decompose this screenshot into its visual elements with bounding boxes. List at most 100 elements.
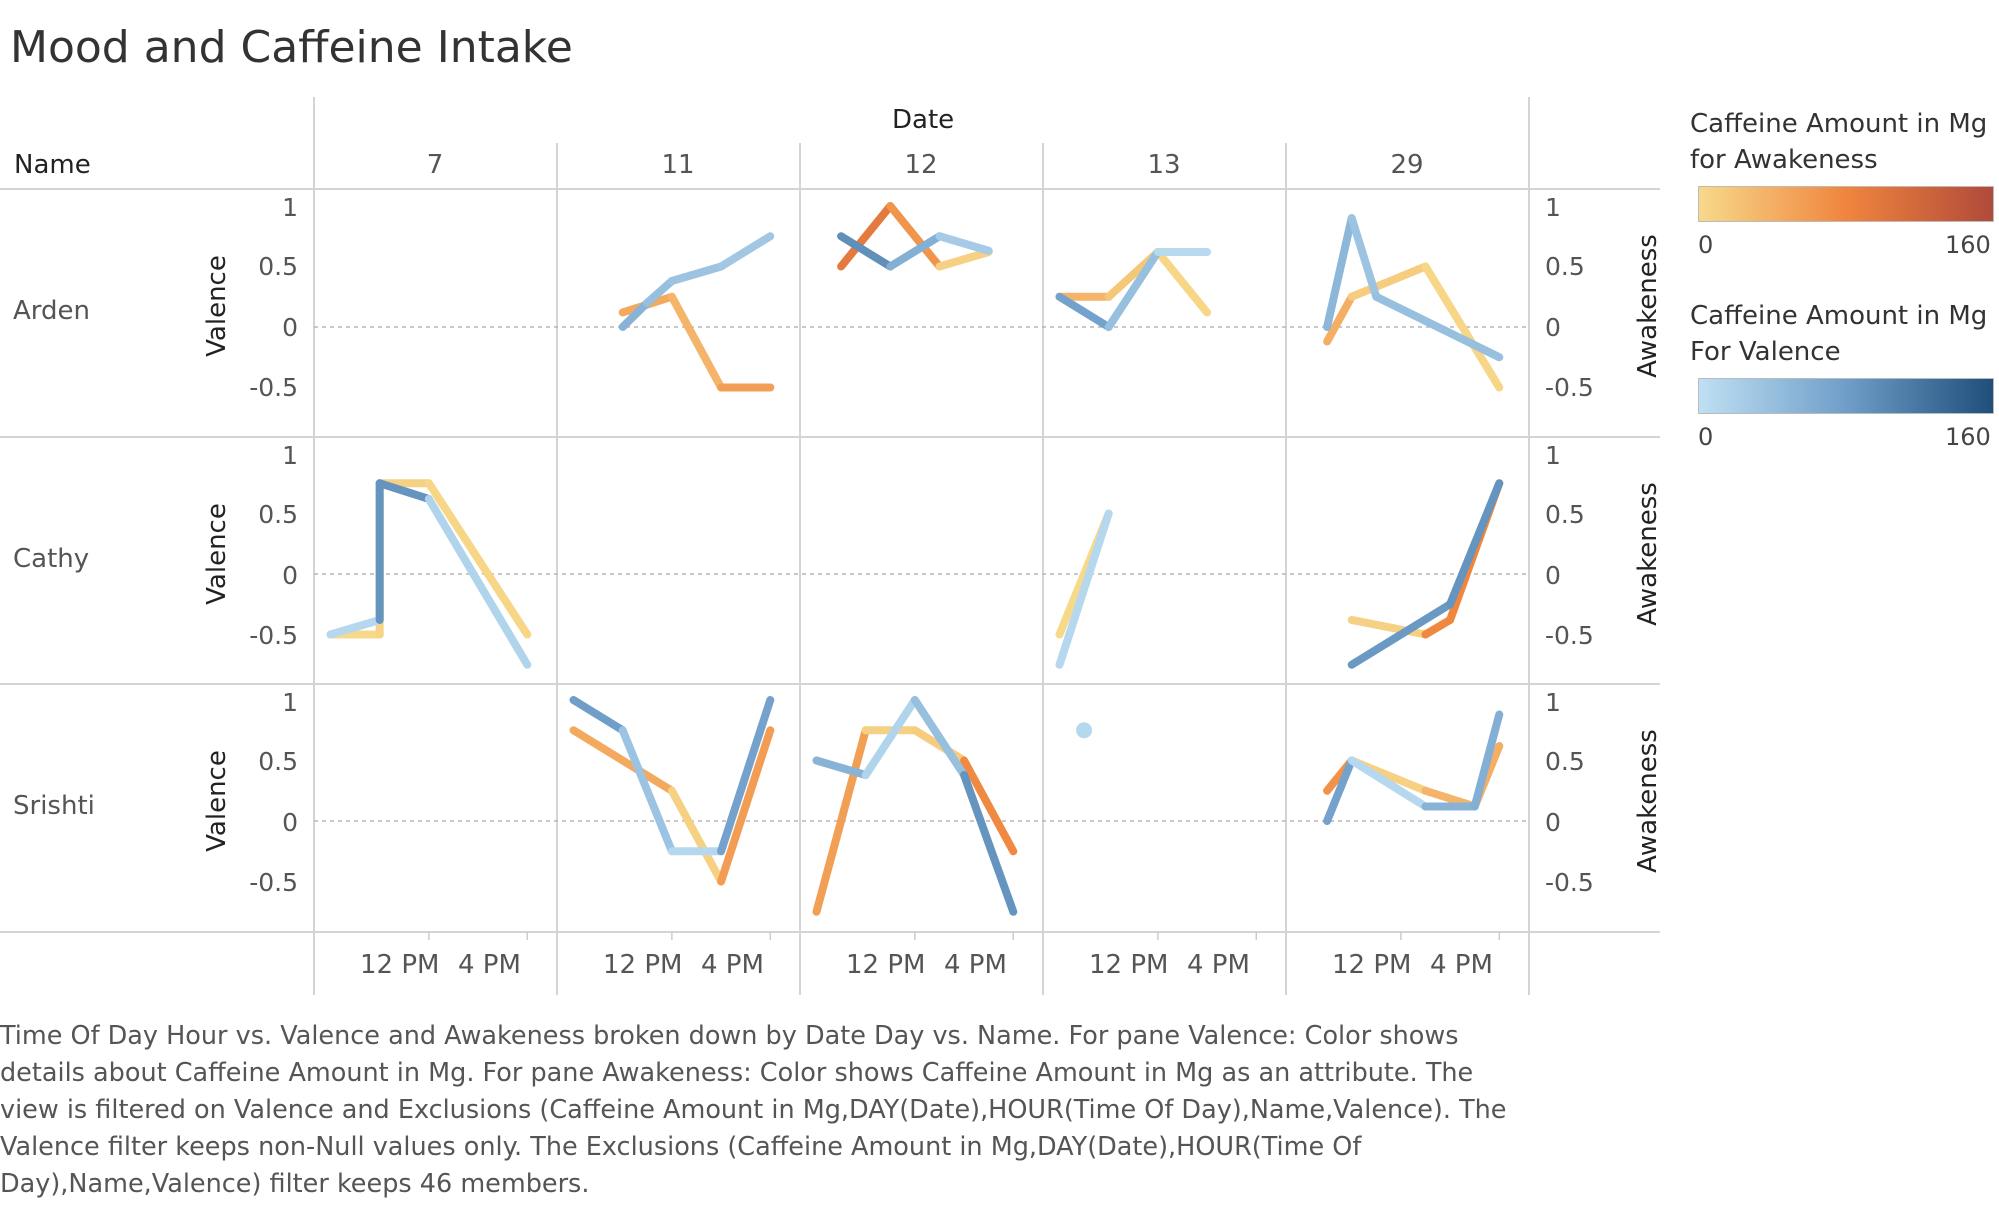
y-right-tick-label: -0.5 <box>1545 373 1594 402</box>
y-tick-label: 0 <box>282 313 298 342</box>
y-tick-label: 1 <box>282 688 298 717</box>
x-tick-label: 4 PM <box>1187 950 1250 980</box>
y-right-tick-label: 1 <box>1545 441 1561 470</box>
valence-line-segment <box>569 696 627 735</box>
y-tick-label: -0.5 <box>249 621 298 650</box>
valence-line-segment <box>812 756 870 780</box>
awakeness-line-segment <box>1347 615 1430 639</box>
rows-header: Name <box>14 150 91 180</box>
y-tick-label: -0.5 <box>249 868 298 897</box>
chart-title: Mood and Caffeine Intake <box>10 22 573 73</box>
y-tick-label: 1 <box>282 441 298 470</box>
awakeness-line-segment <box>935 247 993 271</box>
awakeness-line-segment <box>812 726 870 916</box>
y-right-tick-label: 0.5 <box>1545 500 1585 529</box>
chart-area <box>0 97 1660 995</box>
valence-line-segment <box>643 277 676 307</box>
y-tick-label: 0.5 <box>258 747 298 776</box>
y-tick-label: 0 <box>282 808 298 837</box>
legend-valence-colorbar <box>1698 378 1994 414</box>
x-tick-label: 4 PM <box>1430 950 1493 980</box>
awakeness-line-segment <box>886 202 944 271</box>
valence-line-segment <box>424 494 532 669</box>
valence-line-segment <box>1446 479 1504 609</box>
column-label-29: 29 <box>1390 150 1424 180</box>
legend-awakeness-title: Caffeine Amount in Mg for Awakeness <box>1690 109 1988 175</box>
y-right-tick-label: -0.5 <box>1545 868 1594 897</box>
x-tick-label: 4 PM <box>944 950 1007 980</box>
valence-line-segment <box>1323 756 1356 825</box>
x-tick-label: 12 PM <box>1332 950 1412 980</box>
column-label-11: 11 <box>661 150 695 180</box>
y-tick-label: 1 <box>282 193 298 222</box>
x-tick-label: 4 PM <box>701 950 764 980</box>
awakeness-line-segment <box>569 726 676 795</box>
x-tick-label: 12 PM <box>603 950 683 980</box>
valence-line-segment <box>1323 214 1356 331</box>
valence-line-segment <box>717 232 775 271</box>
y-right-tick-label: -0.5 <box>1545 621 1594 650</box>
y-right-tick-label: 0.5 <box>1545 747 1585 776</box>
y-right-tick-label: 0.5 <box>1545 252 1585 281</box>
awakeness-line-segment <box>1421 262 1504 392</box>
x-tick-label: 4 PM <box>458 950 521 980</box>
valence-line-segment <box>935 232 993 255</box>
legend-valence-min: 0 <box>1698 423 1714 451</box>
chart-caption: Time Of Day Hour vs. Valence and Awakene… <box>0 1021 1507 1199</box>
valence-line-segment <box>886 232 944 271</box>
awakeness-line-segment <box>960 756 1018 856</box>
y-right-tick-label: 1 <box>1545 193 1561 222</box>
column-label-13: 13 <box>1147 150 1181 180</box>
y-tick-label: -0.5 <box>249 373 298 402</box>
columns-header: Date <box>892 105 955 135</box>
awakeness-line-segment <box>667 786 726 886</box>
legend-awakeness-min: 0 <box>1698 231 1714 259</box>
awakeness-line-segment <box>1421 615 1455 639</box>
valence-line-segment <box>910 696 969 780</box>
awakeness-line-segment <box>424 479 532 639</box>
column-label-7: 7 <box>426 150 444 180</box>
y-right-tick-label: 0 <box>1545 313 1561 342</box>
valence-line-segment <box>717 696 775 856</box>
legend-valence-max: 160 <box>1945 423 1991 451</box>
valence-line-segment <box>960 771 1018 916</box>
x-tick-label: 12 PM <box>846 950 926 980</box>
valence-line-segment <box>1055 509 1113 669</box>
y-right-tick-label: 0 <box>1545 808 1561 837</box>
valence-line-segment <box>837 232 895 271</box>
x-tick-label: 12 PM <box>360 950 440 980</box>
valence-line-segment <box>375 479 433 503</box>
row-label-arden: Arden <box>13 296 90 326</box>
valence-line-segment <box>1372 292 1504 362</box>
valence-line-segment <box>1470 710 1504 811</box>
y-tick-label: 0.5 <box>258 252 298 281</box>
awakeness-line-segment <box>667 292 726 392</box>
y-tick-label: 0 <box>282 561 298 590</box>
column-label-12: 12 <box>904 150 938 180</box>
row-label-cathy: Cathy <box>13 544 90 574</box>
y-right-tick-label: 1 <box>1545 688 1561 717</box>
valence-line-segment <box>1104 247 1162 331</box>
valence-line-segment <box>618 298 652 331</box>
valence-line-segment <box>326 615 384 639</box>
valence-line-segment <box>618 726 676 856</box>
valence-line-segment <box>861 696 919 780</box>
legend-valence-title: Caffeine Amount in Mg For Valence <box>1690 301 1988 367</box>
row-label-srishti: Srishti <box>13 791 95 821</box>
x-tick-label: 12 PM <box>1089 950 1169 980</box>
valence-line-segment <box>1347 756 1430 811</box>
valence-line-segment <box>1347 214 1381 301</box>
legend-awakeness-max: 160 <box>1945 231 1991 259</box>
y-right-tick-label: 0 <box>1545 561 1561 590</box>
awakeness-line-segment <box>837 202 895 271</box>
y-tick-label: 0.5 <box>258 500 298 529</box>
valence-line-segment <box>1055 292 1113 331</box>
awakeness-line-segment <box>1323 292 1356 346</box>
awakeness-line-segment <box>1347 262 1430 301</box>
awakeness-line-segment <box>1153 247 1212 317</box>
valence-point <box>1076 722 1093 739</box>
legend-awakeness-colorbar <box>1698 186 1994 222</box>
awakeness-line-segment <box>717 726 775 886</box>
valence-line-segment <box>667 262 726 286</box>
valence-line-segment <box>1347 600 1455 669</box>
